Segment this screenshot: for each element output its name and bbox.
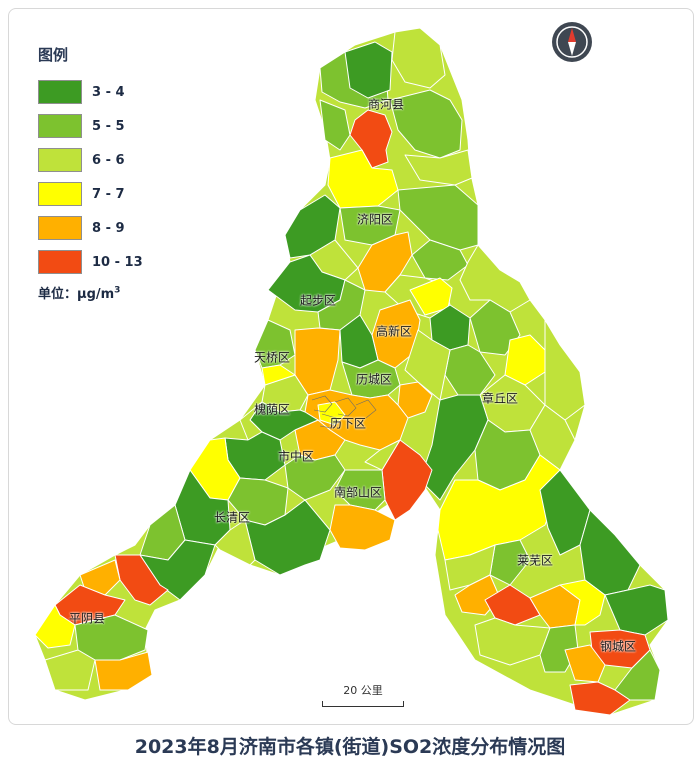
legend-swatch [38,182,82,206]
map-region [404,149,473,186]
district-label-tianqiao: 天桥区 [253,350,291,365]
legend-item: 6 - 6 [38,143,188,177]
compass-icon [552,22,592,62]
legend: 图例 3 - 4 5 - 5 6 - 6 7 - 7 8 - 9 10 - 13 单位：μ… [38,44,188,302]
map-region [94,651,153,691]
legend-item-label: 7 - 7 [92,186,125,202]
urban-boundary [311,395,333,413]
map-region [44,649,96,691]
urban-boundary [319,413,337,429]
scale-bar-line [322,701,404,707]
map-region [344,41,393,99]
map-region [349,109,393,169]
legend-item: 8 - 9 [38,211,188,245]
map-region [404,329,451,401]
district-label-shizhong: 市中区 [277,449,315,464]
legend-unit: 单位：μg/m3 [38,285,121,302]
map-region [284,194,341,259]
district-label-zhangqiu: 章丘区 [481,391,519,406]
urban-boundary [355,399,377,419]
map-region [544,319,586,421]
legend-item-label: 3 - 4 [92,84,125,100]
district-label-changqing: 长清区 [213,510,251,525]
map-region [389,89,463,159]
map-region [114,554,169,606]
map-region [214,519,256,566]
map-region [261,364,296,386]
legend-item: 10 - 13 [38,245,188,279]
scale-label: 20 公里 [343,684,383,697]
district-label-laiwu: 莱芜区 [516,553,554,568]
map-region [364,439,401,471]
map-region [317,401,346,426]
district-label-qibu: 起步区 [299,293,337,308]
legend-title: 图例 [38,46,69,64]
legend-swatch [38,80,82,104]
map-region [319,99,351,151]
map-region [329,504,396,551]
district-label-pingyin: 平阴县 [68,611,106,626]
legend-swatch [38,148,82,172]
map-region [579,509,641,596]
map-region [614,649,661,701]
map-region [444,344,496,396]
district-label-shanghe: 商河县 [367,97,405,112]
legend-swatch [38,114,82,138]
district-label-huaiyin: 槐荫区 [253,402,291,417]
scale-bar: 20 公里 [322,682,404,707]
legend-item-label: 8 - 9 [92,220,125,236]
legend-item: 5 - 5 [38,109,188,143]
map-region [559,579,606,626]
district-label-gaoxin: 高新区 [375,324,413,339]
urban-boundary [334,397,357,417]
map-region [391,27,446,89]
district-label-nanbushan: 南部山区 [333,485,383,500]
map-region [244,499,331,576]
legend-item-label: 10 - 13 [92,254,143,270]
district-label-gangcheng: 钢城区 [599,639,637,654]
map-region [239,401,263,441]
legend-swatch [38,216,82,240]
district-label-jiyang: 济阳区 [356,212,394,227]
legend-swatch [38,250,82,274]
legend-item: 7 - 7 [38,177,188,211]
map-region [409,277,453,316]
map-region [564,644,606,683]
legend-item-label: 5 - 5 [92,118,125,134]
district-label-lixia: 历下区 [329,416,367,431]
legend-item-label: 6 - 6 [92,152,125,168]
map-title: 2023年8月济南市各镇(街道)SO2浓度分布情况图 [134,736,566,758]
district-label-licheng: 历城区 [355,372,393,387]
legend-item: 3 - 4 [38,75,188,109]
